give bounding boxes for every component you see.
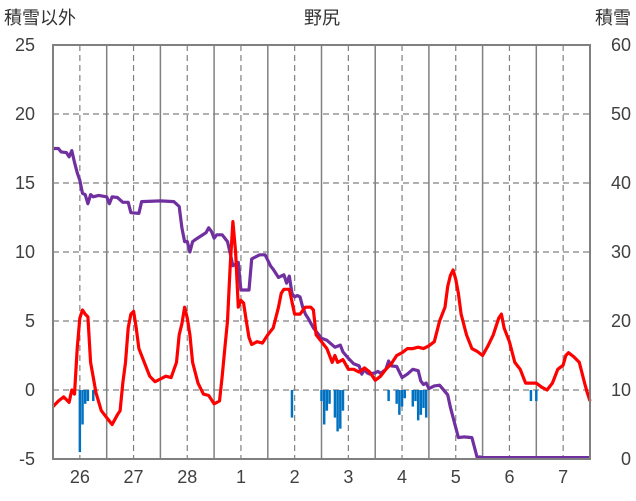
x-tick-label: 1 (236, 467, 246, 487)
precipitation-series (78, 390, 538, 453)
precipitation-bar (322, 390, 326, 425)
x-tick-label: 26 (70, 467, 90, 487)
precipitation-bar (416, 390, 420, 421)
precipitation-bar (398, 390, 401, 415)
x-tick-label: 27 (124, 467, 144, 487)
precipitation-bar (422, 390, 425, 408)
left-tick-label: 20 (15, 104, 35, 124)
precipitation-bar (535, 390, 538, 402)
left-tick-label: -5 (19, 449, 35, 469)
x-tick-label: 2 (290, 467, 300, 487)
precipitation-bar (325, 390, 329, 411)
x-tick-label: 28 (177, 467, 197, 487)
left-tick-label: 0 (25, 380, 35, 400)
x-tick-label: 4 (397, 467, 407, 487)
right-tick-label: 60 (611, 35, 631, 55)
x-tick-label: 5 (451, 467, 461, 487)
x-tick-label: 3 (343, 467, 353, 487)
precipitation-bar (529, 390, 533, 402)
right-axis-ticks: 0 10 20 30 40 50 60 (611, 35, 631, 469)
precipitation-bar (419, 390, 423, 415)
left-axis-title: 積雪以外 (4, 8, 76, 28)
precipitation-bar (411, 390, 415, 407)
precipitation-bar (403, 390, 406, 399)
right-tick-label: 30 (611, 242, 631, 262)
precipitation-bar (86, 390, 90, 402)
left-tick-label: 15 (15, 173, 35, 193)
precipitation-bar (414, 390, 417, 402)
left-tick-label: 10 (15, 242, 35, 262)
x-tick-label: 6 (504, 467, 514, 487)
precipitation-bar (83, 390, 87, 404)
right-tick-label: 40 (611, 173, 631, 193)
precipitation-bar (400, 390, 404, 407)
plot-frame (52, 44, 591, 460)
precipitation-bar (290, 390, 294, 418)
right-axis-title: 積雪 (595, 8, 631, 28)
right-tick-label: 50 (611, 104, 631, 124)
precipitation-bar (328, 390, 331, 404)
line-series (51, 146, 592, 460)
precipitation-bar (78, 390, 82, 453)
right-tick-label: 10 (611, 380, 631, 400)
precipitation-bar (81, 390, 84, 425)
precipitation-bar (424, 390, 428, 418)
x-axis-ticks: 26 27 28 1 2 3 4 5 6 7 (70, 467, 568, 487)
x-tick-label: 7 (558, 467, 568, 487)
precipitation-bar (336, 390, 339, 432)
chart-title: 野尻 (304, 8, 340, 28)
left-tick-label: 5 (25, 311, 35, 331)
temperature-line (51, 220, 592, 427)
right-tick-label: 0 (621, 449, 631, 469)
precipitation-bar (320, 390, 323, 402)
precipitation-bar (92, 390, 95, 402)
precipitation-bar (339, 390, 342, 429)
right-tick-label: 20 (611, 311, 631, 331)
precipitation-bar (395, 390, 398, 404)
precipitation-bar (387, 390, 390, 402)
precipitation-bar (333, 390, 337, 418)
snow-depth-line (53, 146, 590, 460)
left-tick-label: 25 (15, 35, 35, 55)
precipitation-bar (341, 390, 345, 411)
left-axis-ticks: -5 0 5 10 15 20 25 (15, 35, 35, 469)
